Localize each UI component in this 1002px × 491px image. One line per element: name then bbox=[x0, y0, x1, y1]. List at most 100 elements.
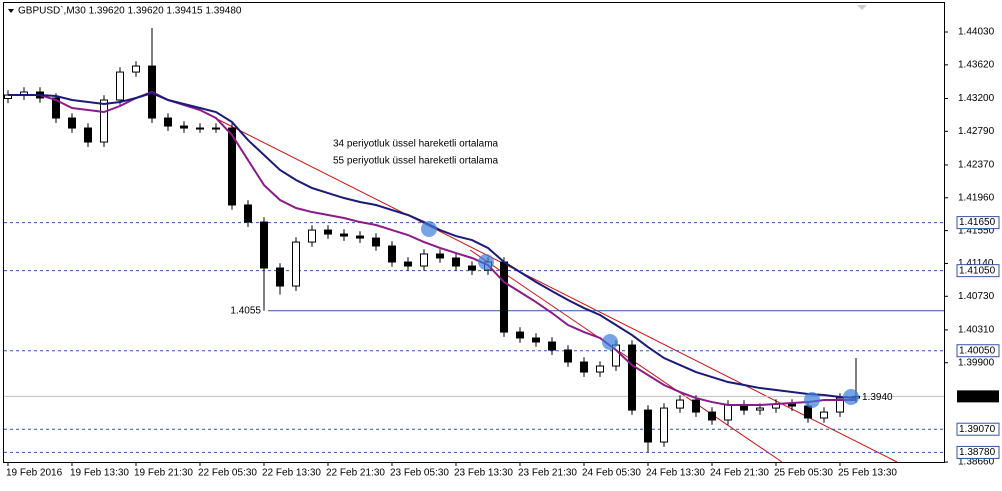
candle-body bbox=[580, 361, 588, 373]
y-tick-label: 1.42790 bbox=[958, 126, 995, 137]
candle-body bbox=[244, 204, 252, 223]
last-price-label: 1.39480 bbox=[959, 391, 996, 402]
level-box bbox=[956, 216, 1000, 230]
candle-body bbox=[68, 117, 76, 129]
level-label: 1.39070 bbox=[959, 424, 996, 435]
cross-marker bbox=[843, 389, 859, 405]
level-box bbox=[956, 344, 1000, 358]
last-price-box bbox=[957, 390, 999, 403]
candle-body bbox=[644, 409, 652, 443]
candle-body bbox=[116, 71, 124, 101]
candle-body bbox=[516, 331, 524, 339]
y-tick-label: 1.43200 bbox=[958, 93, 995, 104]
cross-marker bbox=[804, 392, 820, 408]
candle-body bbox=[468, 265, 476, 271]
level-box bbox=[956, 422, 1000, 436]
candle-body bbox=[436, 253, 444, 259]
candle-body bbox=[340, 233, 348, 237]
cross-marker bbox=[421, 221, 437, 237]
candle-body bbox=[756, 407, 764, 411]
candle-body bbox=[532, 337, 540, 343]
y-tick-label: 1.41960 bbox=[958, 192, 995, 203]
x-tick-label: 22 Feb 21:30 bbox=[326, 468, 385, 479]
candle-body bbox=[500, 261, 508, 333]
candle-body bbox=[372, 237, 380, 247]
candle-body bbox=[196, 127, 204, 130]
candle-body bbox=[692, 399, 700, 413]
y-tick-label: 1.44030 bbox=[958, 27, 995, 38]
candle-body bbox=[676, 399, 684, 409]
candle-body bbox=[804, 405, 812, 419]
cross-markers bbox=[421, 221, 859, 408]
candle-body bbox=[292, 241, 300, 287]
cross-marker bbox=[478, 254, 494, 270]
y-tick-label: 1.40730 bbox=[958, 291, 995, 302]
trend-line bbox=[214, 117, 898, 463]
x-tick-label: 23 Feb 05:30 bbox=[390, 468, 449, 479]
x-tick-label: 19 Feb 2016 bbox=[6, 468, 63, 479]
plot-frame bbox=[3, 2, 945, 463]
y-tick-label: 1.43620 bbox=[958, 59, 995, 70]
candle-body bbox=[660, 407, 668, 443]
menu-arrow bbox=[8, 9, 14, 13]
x-tick-label: 25 Feb 05:30 bbox=[774, 468, 833, 479]
candle-body bbox=[228, 127, 236, 206]
candle-body bbox=[308, 229, 316, 243]
candle-body bbox=[84, 127, 92, 143]
candle-body bbox=[404, 261, 412, 267]
candle-body bbox=[164, 117, 172, 127]
cross-marker bbox=[602, 334, 618, 350]
x-tick-label: 22 Feb 13:30 bbox=[262, 468, 321, 479]
y-tick-label: 1.38660 bbox=[958, 457, 995, 468]
level-label: 1.38780 bbox=[959, 447, 996, 458]
level-label: 1.40050 bbox=[959, 345, 996, 356]
level-box bbox=[956, 264, 1000, 278]
candle-body bbox=[100, 99, 108, 143]
candle-body bbox=[180, 125, 188, 129]
y-tick-label: 1.42370 bbox=[958, 160, 995, 171]
x-tick-label: 24 Feb 13:30 bbox=[646, 468, 705, 479]
candle-body bbox=[388, 245, 396, 263]
candle-body bbox=[324, 229, 332, 235]
x-tick-label: 23 Feb 13:30 bbox=[454, 468, 513, 479]
candle-body bbox=[596, 365, 604, 373]
level-label: 1.41650 bbox=[959, 217, 996, 228]
candle-body bbox=[548, 341, 556, 351]
x-tick-label: 19 Feb 21:30 bbox=[134, 468, 193, 479]
candle-body bbox=[836, 397, 844, 413]
candle-body bbox=[708, 411, 716, 421]
chart-title: GBPUSD`,M30 1.39620 1.39620 1.39415 1.39… bbox=[18, 5, 242, 17]
annotation: 1.3940 bbox=[862, 392, 893, 403]
scroll-marker bbox=[857, 5, 867, 10]
legend-label: 34 periyotluk üssel hareketli ortalama bbox=[333, 139, 499, 150]
level-box bbox=[956, 445, 1000, 459]
level-label: 1.41050 bbox=[959, 265, 996, 276]
y-tick-label: 1.41550 bbox=[958, 225, 995, 236]
support-label: 1.4055 bbox=[230, 305, 261, 316]
x-tick-label: 24 Feb 21:30 bbox=[710, 468, 769, 479]
candle-body bbox=[820, 411, 828, 419]
candle-body bbox=[564, 349, 572, 363]
candle-body bbox=[52, 97, 60, 119]
candle-body bbox=[276, 267, 284, 287]
x-tick-label: 22 Feb 05:30 bbox=[198, 468, 257, 479]
candle-body bbox=[420, 253, 428, 267]
y-tick-label: 1.39900 bbox=[958, 357, 995, 368]
candle-body bbox=[452, 257, 460, 267]
x-tick-label: 23 Feb 21:30 bbox=[518, 468, 577, 479]
legend-label: 55 periyotluk üssel hareketli ortalama bbox=[333, 156, 499, 167]
candle-body bbox=[628, 344, 636, 411]
candle-body bbox=[260, 221, 268, 269]
x-tick-label: 24 Feb 05:30 bbox=[582, 468, 641, 479]
candle-body bbox=[724, 404, 732, 421]
y-tick-label: 1.40310 bbox=[958, 325, 995, 336]
y-tick-label: 1.41140 bbox=[958, 258, 994, 269]
candle-body bbox=[212, 127, 220, 130]
x-tick-label: 25 Feb 13:30 bbox=[838, 468, 897, 479]
candle-body bbox=[356, 235, 364, 239]
candle-body bbox=[132, 65, 140, 73]
x-tick-label: 19 Feb 13:30 bbox=[70, 468, 129, 479]
candle-body bbox=[788, 403, 796, 407]
